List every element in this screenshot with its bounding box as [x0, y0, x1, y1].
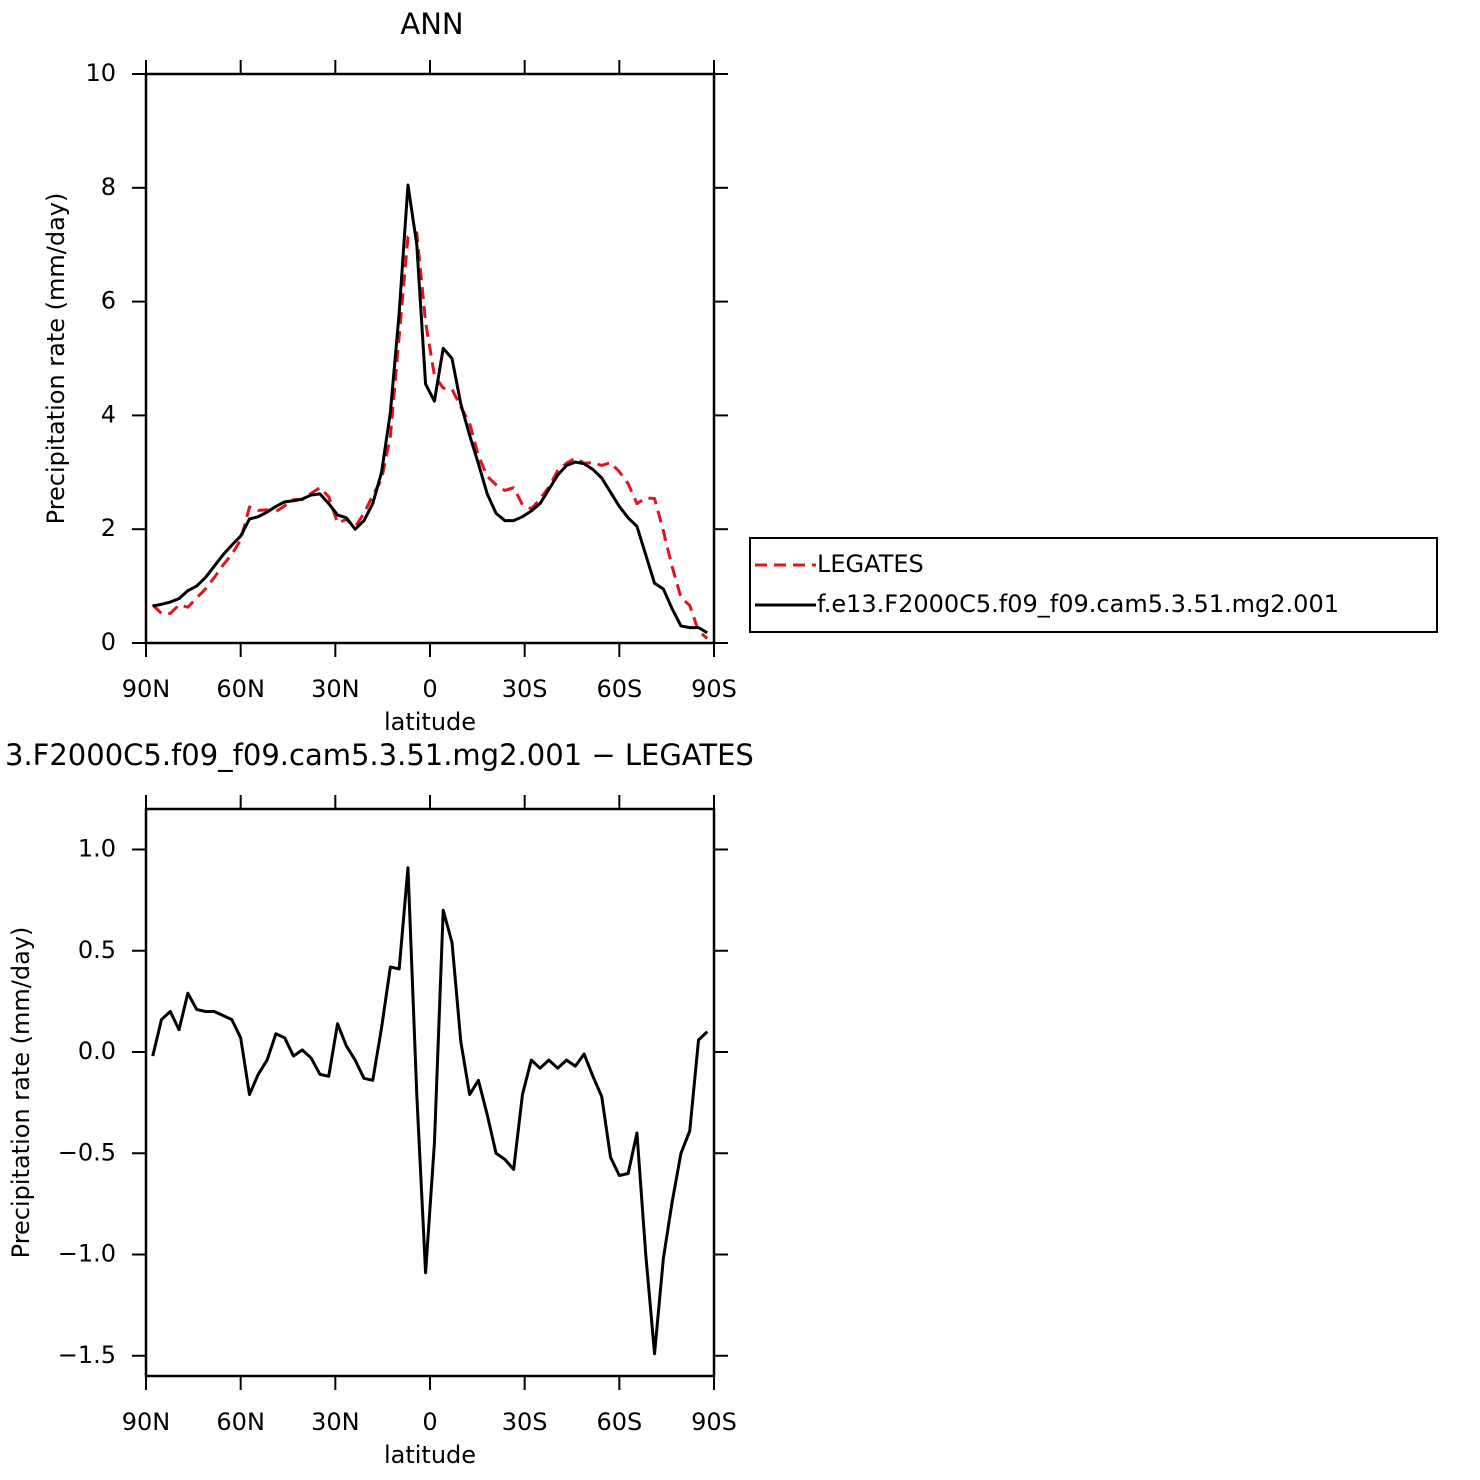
data-line [151, 866, 709, 1356]
y-tick-label: −1.0 [58, 1240, 116, 1268]
plot-frame [144, 72, 716, 645]
chart-title: 3.F2000C5.f09_f09.cam5.3.51.mg2.001 − LE… [5, 738, 754, 772]
x-tick-label: 90N [122, 675, 171, 703]
y-axis-label: Precipitation rate (mm/day) [7, 927, 35, 1259]
y-axis-label: Precipitation rate (mm/day) [42, 193, 70, 525]
y-tick-label: 0.0 [78, 1037, 116, 1065]
legend-label: LEGATES [817, 550, 924, 578]
y-tick-label: 8 [101, 173, 116, 201]
y-tick-label: 0.5 [78, 936, 116, 964]
chart-title: ANN [400, 7, 463, 41]
x-tick-label: 30S [502, 675, 548, 703]
y-tick-label: −1.5 [58, 1341, 116, 1369]
plot-frame [144, 807, 716, 1378]
y-tick-label: 6 [101, 287, 116, 315]
x-tick-label: 60N [216, 675, 265, 703]
y-tick-label: 0 [101, 628, 116, 656]
x-tick-label: 60N [216, 1408, 265, 1436]
y-tick-label: 4 [101, 400, 116, 428]
x-tick-label: 30N [311, 1408, 360, 1436]
x-tick-label: 60S [596, 1408, 642, 1436]
x-axis-label: latitude [384, 708, 476, 736]
x-tick-label: 60S [596, 675, 642, 703]
x-tick-label: 90S [691, 1408, 737, 1436]
x-tick-label: 90S [691, 675, 737, 703]
x-tick-label: 0 [422, 1408, 437, 1436]
x-tick-label: 0 [422, 675, 437, 703]
x-axis-label: latitude [384, 1441, 476, 1469]
y-tick-label: 10 [85, 59, 116, 87]
legend-label: f.e13.F2000C5.f09_f09.cam5.3.51.mg2.001 [817, 590, 1339, 618]
x-tick-label: 30S [502, 1408, 548, 1436]
y-tick-label: −0.5 [58, 1138, 116, 1166]
data-line [152, 183, 709, 635]
x-tick-label: 30N [311, 675, 360, 703]
data-line [151, 231, 709, 640]
y-tick-label: 2 [101, 514, 116, 542]
legend-box [749, 537, 1438, 633]
y-tick-label: 1.0 [78, 835, 116, 863]
x-tick-label: 90N [122, 1408, 171, 1436]
